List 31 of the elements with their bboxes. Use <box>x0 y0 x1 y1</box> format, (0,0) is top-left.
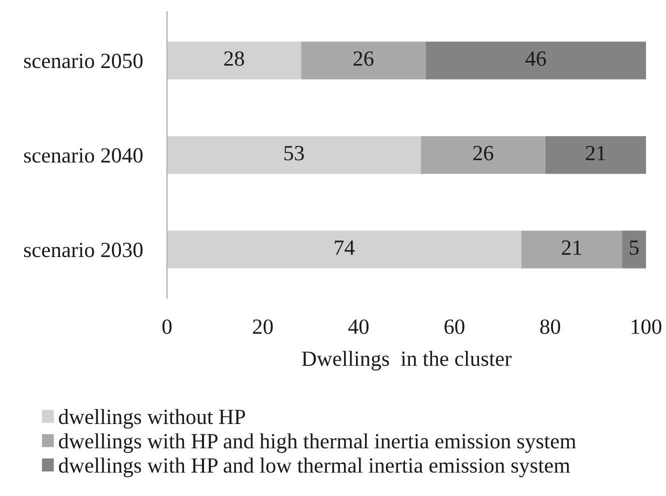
legend-label: dwellings without HP <box>58 409 246 429</box>
data-label: 74 <box>334 240 355 255</box>
bar <box>622 230 646 268</box>
y-tick-label: scenario 2050 <box>24 54 143 68</box>
bar <box>426 42 646 80</box>
bar <box>521 230 622 268</box>
data-label: 46 <box>525 51 546 66</box>
data-label: 26 <box>473 146 494 160</box>
legend-label: dwellings with HP and high thermal inertia emission system <box>58 433 576 453</box>
x-tick-label: 20 <box>252 319 273 334</box>
data-label: 53 <box>284 146 304 160</box>
bar <box>167 42 302 80</box>
data-label: 21 <box>562 240 582 255</box>
x-tick-label: 40 <box>348 319 369 334</box>
x-tick-label: 0 <box>162 319 172 334</box>
y-tick-label: scenario 2040 <box>24 148 143 163</box>
bar <box>167 136 421 174</box>
data-label: 21 <box>586 146 606 160</box>
bar <box>420 136 546 174</box>
bar <box>301 42 426 80</box>
data-label: 28 <box>224 51 244 66</box>
x-axis-title: Dwellings in the cluster <box>302 350 512 370</box>
data-label: 5 <box>630 240 639 255</box>
y-tick-label: scenario 2030 <box>24 242 143 258</box>
x-tick-label: 100 <box>632 319 662 334</box>
data-label: 26 <box>354 51 374 66</box>
x-tick-label: 60 <box>444 319 464 334</box>
bar <box>545 136 646 174</box>
bar <box>167 230 522 268</box>
legend-label: dwellings with HP and low thermal inertia emission system <box>58 458 570 478</box>
x-tick-label: 80 <box>540 319 560 334</box>
